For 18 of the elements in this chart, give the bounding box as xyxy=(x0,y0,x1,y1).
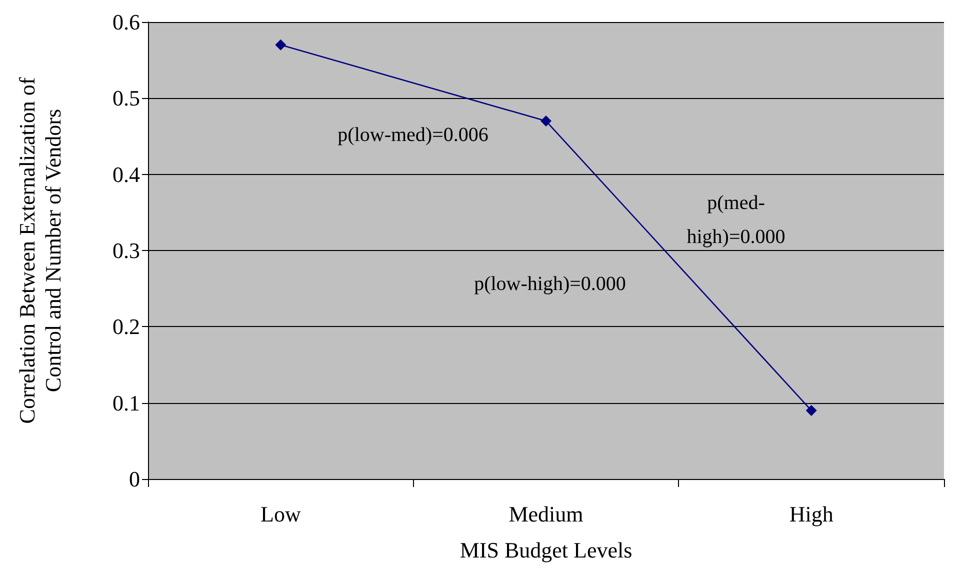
point xyxy=(275,39,286,50)
y-tick-label: 0.5 xyxy=(112,86,140,111)
y-tick-label: 0.1 xyxy=(112,390,140,416)
y-tick-label: 0.6 xyxy=(112,10,140,34)
y-tick-label: 0.3 xyxy=(112,238,140,263)
y-tick-label: 0 xyxy=(129,466,140,492)
annotation: p(low-med)=0.006 xyxy=(338,124,488,146)
x-tick-label: Low xyxy=(260,502,301,526)
point xyxy=(540,116,552,127)
x-tick-label: High xyxy=(789,502,834,526)
y-tick-label: 0.4 xyxy=(112,162,140,187)
annotation: p(med-high)=0.000 xyxy=(686,192,786,248)
x-axis-title: MIS Budget Levels xyxy=(460,538,632,562)
annotation: p(low-high)=0.000 xyxy=(474,273,626,295)
x-tick-label: Medium xyxy=(508,502,584,526)
y-tick-label: 0.2 xyxy=(112,314,140,340)
point xyxy=(806,404,817,416)
y-axis-title: Correlation Between Externalization of Control and Number of Vendors xyxy=(14,76,66,424)
